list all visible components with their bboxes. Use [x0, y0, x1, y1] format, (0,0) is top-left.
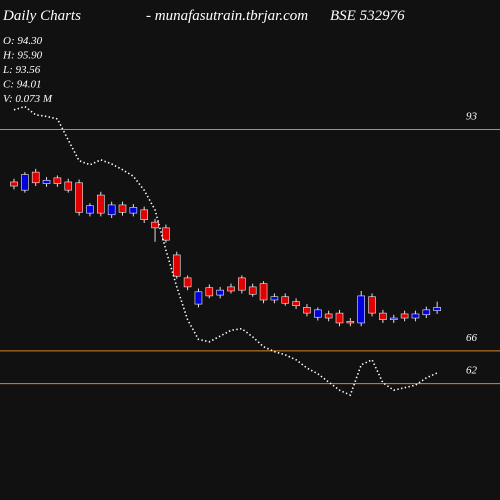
dotted-line [13, 105, 438, 397]
candle-body [21, 174, 29, 191]
candle-body [292, 301, 300, 307]
candle-body [42, 180, 51, 184]
candle-body [86, 205, 94, 214]
candle-body [270, 296, 279, 301]
stat: C: 94.01 [3, 79, 42, 91]
candle-body [303, 307, 311, 314]
candle-body [324, 313, 333, 319]
candle-body [248, 286, 257, 295]
stat: V: 0.073 M [3, 93, 53, 105]
candle-body [53, 177, 62, 184]
levels: 93 66 62 [0, 111, 500, 385]
candle-body [183, 277, 192, 288]
candle-body [216, 289, 224, 296]
candle-body [357, 295, 366, 324]
candle-body [151, 221, 159, 229]
candle-body [205, 287, 214, 297]
candle-body [346, 321, 355, 324]
candle-body [259, 283, 268, 301]
candle-body [194, 291, 203, 305]
candle-body [335, 312, 344, 324]
candle-body [238, 277, 246, 291]
stat: L: 93.56 [2, 64, 41, 76]
candle-body [433, 307, 441, 311]
candle-body [227, 286, 235, 292]
candle-body [313, 309, 322, 318]
candle-body [400, 313, 409, 319]
stat: H: 95.90 [2, 50, 43, 62]
candle-body [172, 254, 181, 277]
candle-body [162, 227, 170, 241]
candle-body [107, 204, 116, 216]
candle-body [411, 313, 420, 319]
candle-body [389, 317, 398, 320]
candle-body [10, 181, 18, 187]
plot [10, 105, 441, 397]
candle-body [281, 296, 290, 304]
candle-body [140, 209, 148, 220]
candle-body [64, 181, 73, 191]
candle-body [368, 296, 376, 314]
candle-body [422, 309, 431, 316]
level-label: 62 [466, 365, 478, 377]
chart-title: Daily Charts [2, 8, 81, 24]
candle-body [118, 204, 127, 213]
level-label: 66 [466, 332, 478, 344]
candle-body [31, 171, 40, 184]
symbol: BSE 532976 [330, 8, 405, 24]
candle-body [75, 182, 83, 213]
candle-body [129, 207, 138, 214]
candle-body [379, 312, 387, 320]
source: - munafasutrain.tbrjar.com [146, 8, 308, 24]
stat: O: 94.30 [3, 35, 43, 47]
level-label: 93 [466, 111, 478, 123]
candle-body [97, 194, 105, 214]
stats: O: 94.30 H: 95.90 L: 93.56 C: 94.01 V: 0.073… [2, 35, 53, 105]
